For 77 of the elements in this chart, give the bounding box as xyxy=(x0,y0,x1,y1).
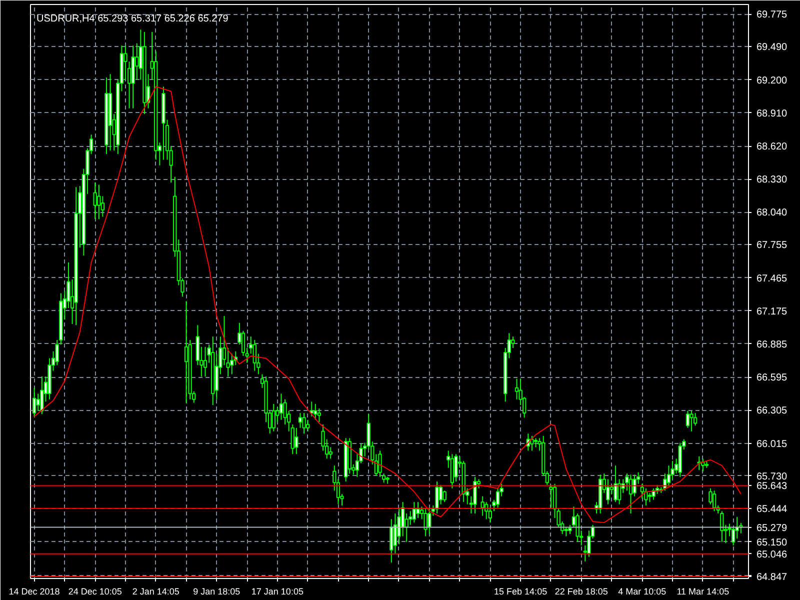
x-tick-label: 4 Mar 10:05 xyxy=(618,586,666,596)
candlestick xyxy=(564,526,568,537)
x-tick-label: 11 Mar 14:05 xyxy=(676,586,730,596)
y-tick-label: 69.490 xyxy=(756,42,788,54)
candlestick xyxy=(549,484,553,508)
candlestick xyxy=(618,478,622,505)
candlestick xyxy=(279,393,284,420)
candlestick xyxy=(648,492,652,503)
candlestick xyxy=(686,410,690,428)
candlestick xyxy=(93,182,97,220)
candlestick xyxy=(614,465,618,503)
y-tick-label: 66.305 xyxy=(756,406,788,417)
candlestick xyxy=(628,474,633,514)
candlestick xyxy=(424,508,428,537)
candlestick xyxy=(328,446,332,460)
candlestick xyxy=(302,412,306,434)
ref-line-label: 64.847 xyxy=(756,572,788,584)
candlestick xyxy=(416,502,420,519)
x-tick-label: 24 Dec 10:05 xyxy=(68,586,122,596)
candlestick xyxy=(534,438,538,448)
candlestick xyxy=(135,42,139,80)
candlestick xyxy=(720,510,724,542)
candlestick xyxy=(40,376,44,415)
y-tick-label: 69.775 xyxy=(756,10,788,21)
y-tick-label: 65.150 xyxy=(756,537,788,548)
y-tick-label: 68.620 xyxy=(756,142,788,153)
candlestick xyxy=(480,496,484,516)
candlestick xyxy=(473,476,477,514)
x-tick-label: 15 Feb 14:05 xyxy=(494,586,548,596)
y-tick-label: 67.755 xyxy=(756,240,788,252)
candlestick xyxy=(428,507,432,534)
candlestick xyxy=(272,403,276,432)
candlestick xyxy=(496,488,500,508)
y-tick-label: 68.910 xyxy=(756,108,788,120)
candlestick xyxy=(298,412,302,428)
text: USDRUR,H4 65.293 65.317 65.226 65.279 xyxy=(36,13,229,24)
y-tick-label: 66.015 xyxy=(756,438,788,450)
candlestick xyxy=(203,346,208,378)
candlestick xyxy=(36,393,40,412)
y-tick-label: 66.885 xyxy=(756,339,788,350)
candlestick xyxy=(412,502,416,524)
candlestick xyxy=(530,435,534,452)
ref-line-label: 65.444 xyxy=(756,504,788,515)
ref-line-label: 65.643 xyxy=(756,481,788,492)
y-tick-label: 65.730 xyxy=(756,471,788,482)
candlestick xyxy=(378,450,382,478)
x-tick-label: 14 Dec 2018 xyxy=(8,586,60,596)
candlestick xyxy=(317,408,322,423)
candlestick xyxy=(252,340,256,372)
candlestick xyxy=(568,524,572,534)
candlestick xyxy=(314,403,318,420)
x-tick-label: 2 Jan 14:05 xyxy=(132,586,180,596)
candlestick xyxy=(652,488,656,500)
candlestick xyxy=(184,300,188,404)
ref-line-label: 65.046 xyxy=(756,549,788,560)
y-tick-label: 68.330 xyxy=(756,174,788,186)
candlestick xyxy=(632,474,636,497)
x-tick-label: 9 Jan 18:05 xyxy=(193,586,240,596)
x-tick-label: 22 Feb 18:05 xyxy=(554,586,608,596)
y-tick-label: 67.465 xyxy=(756,273,788,284)
candlestick xyxy=(442,490,446,503)
candlestick xyxy=(97,184,101,220)
x-tick-label: 17 Jan 10:05 xyxy=(251,586,304,596)
candlestick xyxy=(690,410,694,432)
y-tick-label: 69.200 xyxy=(756,75,788,86)
candlestick xyxy=(306,419,310,432)
candlestick xyxy=(450,454,454,489)
y-tick-label: 66.595 xyxy=(756,372,788,384)
y-tick-label: 67.175 xyxy=(756,306,788,318)
candlestick xyxy=(124,45,128,80)
candlestick xyxy=(294,427,298,455)
candlestick xyxy=(712,490,716,512)
ref-line-label: 65.279 xyxy=(756,522,788,534)
candlestick xyxy=(644,488,648,506)
candlestick xyxy=(666,465,671,487)
candlestick xyxy=(435,481,439,514)
y-tick-label: 68.040 xyxy=(756,208,788,219)
